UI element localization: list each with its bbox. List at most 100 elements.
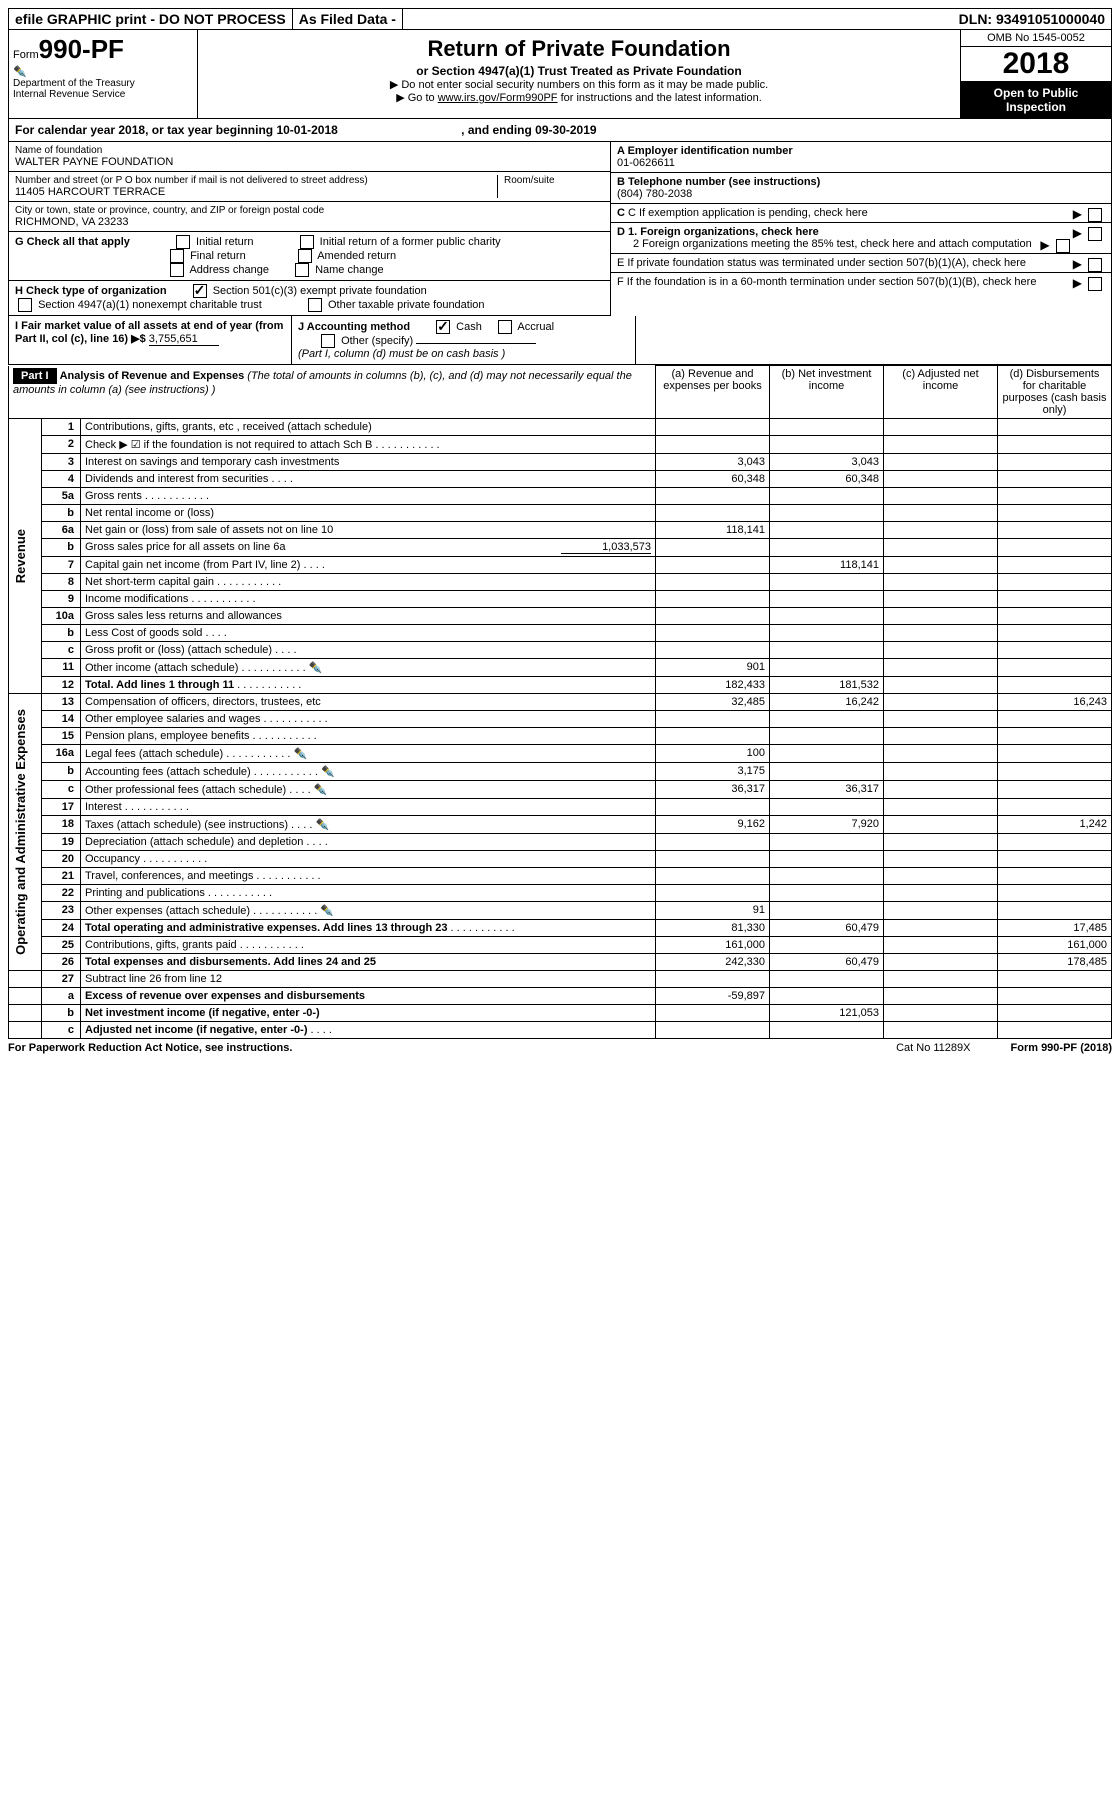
- section-e-label: E If private foundation status was termi…: [617, 257, 1026, 269]
- line-desc: Depreciation (attach schedule) and deple…: [81, 834, 656, 851]
- section-d2-label: 2 Foreign organizations meeting the 85% …: [633, 238, 1032, 250]
- line-desc: Total. Add lines 1 through 11: [81, 677, 656, 694]
- col-a-value: 100: [656, 745, 770, 763]
- form-number: 990-PF: [39, 34, 124, 64]
- efile-left: efile GRAPHIC print - DO NOT PROCESS: [9, 9, 293, 29]
- col-b-value: [770, 574, 884, 591]
- line-number: 11: [42, 659, 81, 677]
- col-a-value: [656, 608, 770, 625]
- col-c-value: [884, 694, 998, 711]
- col-c-value: [884, 608, 998, 625]
- address-change-checkbox[interactable]: [170, 263, 184, 277]
- col-d-value: [998, 851, 1112, 868]
- col-c-value: [884, 488, 998, 505]
- line-desc: Dividends and interest from securities: [81, 471, 656, 488]
- 501c3-checkbox[interactable]: [193, 284, 207, 298]
- fmv-value: 3,755,651: [149, 333, 219, 346]
- table-row: 20Occupancy: [9, 851, 1112, 868]
- col-d-value: 1,242: [998, 816, 1112, 834]
- initial-former-checkbox[interactable]: [300, 235, 314, 249]
- line-desc: Total expenses and disbursements. Add li…: [81, 954, 656, 971]
- table-row: 9Income modifications: [9, 591, 1112, 608]
- col-a-value: [656, 868, 770, 885]
- col-a-value: [656, 539, 770, 557]
- line-desc: Gross sales price for all assets on line…: [81, 539, 656, 557]
- omb-number: OMB No 1545-0052: [961, 30, 1111, 47]
- line-number: 15: [42, 728, 81, 745]
- form-header: Form990-PF ✒️ Department of the Treasury…: [8, 30, 1112, 119]
- name-change-checkbox[interactable]: [295, 263, 309, 277]
- 60month-checkbox[interactable]: [1088, 277, 1102, 291]
- line-desc: Check ▶ ☑ if the foundation is not requi…: [81, 436, 656, 454]
- table-row: bLess Cost of goods sold: [9, 625, 1112, 642]
- col-d-value: [998, 574, 1112, 591]
- col-d-value: [998, 885, 1112, 902]
- col-b-value: [770, 608, 884, 625]
- col-a-value: [656, 728, 770, 745]
- col-b-value: 16,242: [770, 694, 884, 711]
- table-row: 18Taxes (attach schedule) (see instructi…: [9, 816, 1112, 834]
- col-a-value: [656, 574, 770, 591]
- tax-year: 2018: [961, 47, 1111, 82]
- foreign-org-checkbox[interactable]: [1088, 227, 1102, 241]
- status-terminated-checkbox[interactable]: [1088, 258, 1102, 272]
- table-row: 7Capital gain net income (from Part IV, …: [9, 557, 1112, 574]
- table-row: 19Depreciation (attach schedule) and dep…: [9, 834, 1112, 851]
- col-c-value: [884, 539, 998, 557]
- section-c-label: C If exemption application is pending, c…: [628, 207, 868, 219]
- table-row: 8Net short-term capital gain: [9, 574, 1112, 591]
- amended-return-checkbox[interactable]: [298, 249, 312, 263]
- col-b-value: [770, 885, 884, 902]
- attachment-icon: ✒️: [314, 784, 328, 796]
- col-d-value: [998, 642, 1112, 659]
- form-note1: ▶ Do not enter social security numbers o…: [202, 78, 956, 91]
- col-a-value: [656, 971, 770, 988]
- cash-checkbox[interactable]: [436, 320, 450, 334]
- col-c-value: [884, 659, 998, 677]
- col-a-value: [656, 711, 770, 728]
- accrual-checkbox[interactable]: [498, 320, 512, 334]
- col-d-value: [998, 763, 1112, 781]
- line-desc: Travel, conferences, and meetings: [81, 868, 656, 885]
- col-c-value: [884, 816, 998, 834]
- line-desc: Compensation of officers, directors, tru…: [81, 694, 656, 711]
- col-b-value: [770, 745, 884, 763]
- attachment-icon: ✒️: [321, 766, 335, 778]
- part1-table: Part I Analysis of Revenue and Expenses …: [8, 365, 1112, 1039]
- other-method-checkbox[interactable]: [321, 334, 335, 348]
- section-label: Operating and Administrative Expenses: [13, 709, 28, 955]
- col-b-value: [770, 834, 884, 851]
- city-value: RICHMOND, VA 23233: [15, 216, 604, 228]
- city-label: City or town, state or province, country…: [15, 205, 604, 216]
- table-row: 16aLegal fees (attach schedule) ✒️100: [9, 745, 1112, 763]
- col-d-header: (d) Disbursements for charitable purpose…: [998, 366, 1112, 419]
- line-desc: Less Cost of goods sold: [81, 625, 656, 642]
- section-g-label: G Check all that apply: [15, 236, 130, 248]
- table-row: 26Total expenses and disbursements. Add …: [9, 954, 1112, 971]
- col-a-value: [656, 436, 770, 454]
- line-desc: Income modifications: [81, 591, 656, 608]
- phone-label: B Telephone number (see instructions): [617, 176, 820, 188]
- col-d-value: [998, 711, 1112, 728]
- final-return-checkbox[interactable]: [170, 249, 184, 263]
- table-row: cAdjusted net income (if negative, enter…: [9, 1022, 1112, 1039]
- col-b-value: 118,141: [770, 557, 884, 574]
- col-c-value: [884, 920, 998, 937]
- efile-bar: efile GRAPHIC print - DO NOT PROCESS As …: [8, 8, 1112, 30]
- exemption-pending-checkbox[interactable]: [1088, 208, 1102, 222]
- 85pct-test-checkbox[interactable]: [1056, 239, 1070, 253]
- col-c-value: [884, 557, 998, 574]
- 4947a1-checkbox[interactable]: [18, 298, 32, 312]
- col-c-value: [884, 937, 998, 954]
- initial-return-checkbox[interactable]: [176, 235, 190, 249]
- col-d-value: [998, 1005, 1112, 1022]
- col-a-value: 118,141: [656, 522, 770, 539]
- instructions-link[interactable]: www.irs.gov/Form990PF: [438, 92, 558, 104]
- col-c-value: [884, 454, 998, 471]
- foundation-name: WALTER PAYNE FOUNDATION: [15, 156, 604, 168]
- table-row: 5aGross rents: [9, 488, 1112, 505]
- table-row: 12Total. Add lines 1 through 11182,43318…: [9, 677, 1112, 694]
- other-taxable-checkbox[interactable]: [308, 298, 322, 312]
- col-d-value: 161,000: [998, 937, 1112, 954]
- col-c-value: [884, 1022, 998, 1039]
